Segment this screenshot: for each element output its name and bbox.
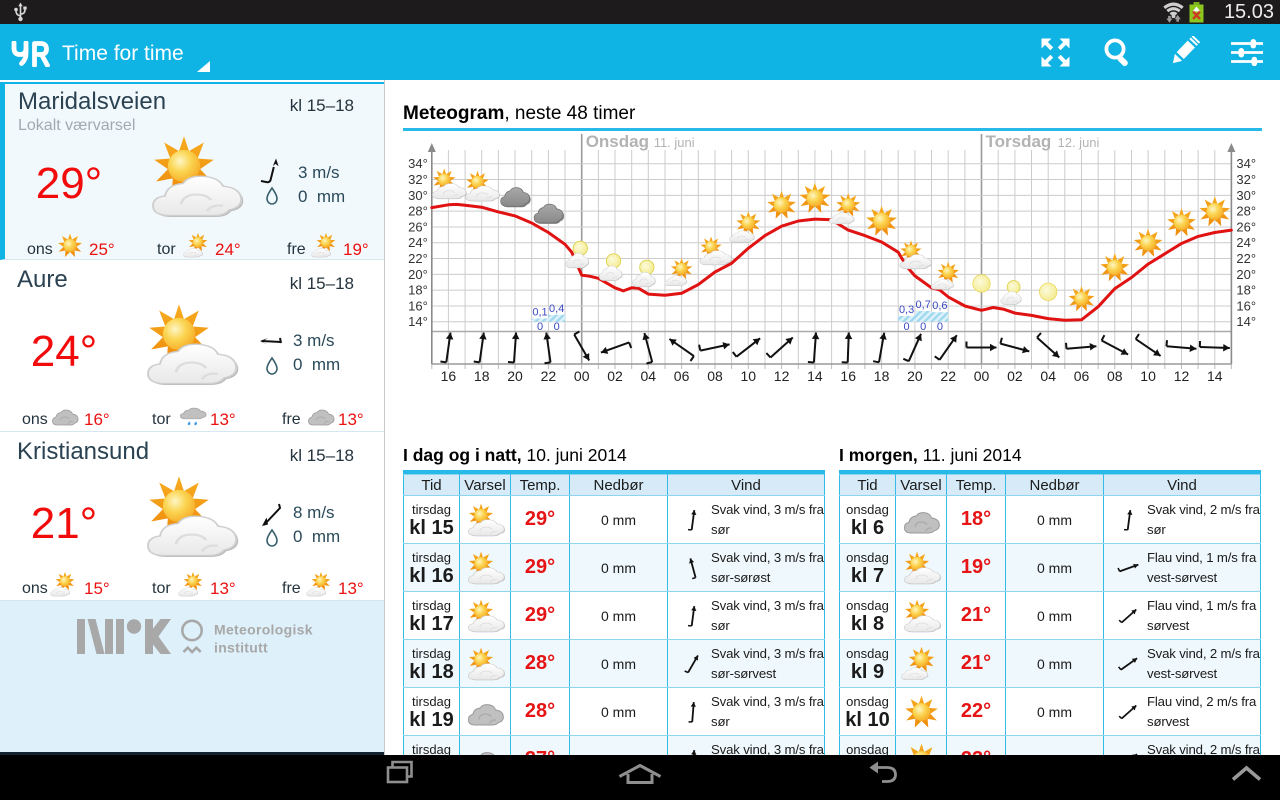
svg-text:18°: 18° xyxy=(1236,283,1256,298)
svg-text:0,3: 0,3 xyxy=(899,304,914,316)
svg-text:10: 10 xyxy=(741,368,757,384)
svg-text:0: 0 xyxy=(554,321,560,333)
svg-text:34°: 34° xyxy=(408,156,428,171)
svg-text:26°: 26° xyxy=(408,219,428,234)
svg-text:00: 00 xyxy=(574,368,590,384)
svg-text:10: 10 xyxy=(1140,368,1156,384)
svg-text:16: 16 xyxy=(441,368,457,384)
svg-text:0: 0 xyxy=(920,321,926,333)
svg-text:22: 22 xyxy=(541,368,557,384)
svg-text:22°: 22° xyxy=(1236,251,1256,266)
svg-text:14°: 14° xyxy=(408,314,428,329)
svg-text:0: 0 xyxy=(904,321,910,333)
svg-text:11. juni: 11. juni xyxy=(654,135,695,150)
svg-text:16: 16 xyxy=(840,368,856,384)
svg-text:16°: 16° xyxy=(408,299,428,314)
svg-text:08: 08 xyxy=(1107,368,1123,384)
svg-text:30°: 30° xyxy=(1236,188,1256,203)
svg-text:0,4: 0,4 xyxy=(549,303,564,315)
svg-text:28°: 28° xyxy=(1236,204,1256,219)
svg-text:20: 20 xyxy=(507,368,523,384)
svg-text:12: 12 xyxy=(774,368,790,384)
svg-text:12: 12 xyxy=(1174,368,1190,384)
svg-text:06: 06 xyxy=(674,368,690,384)
svg-text:18°: 18° xyxy=(408,283,428,298)
svg-text:Torsdag: Torsdag xyxy=(986,132,1052,151)
svg-text:14°: 14° xyxy=(1236,314,1256,329)
svg-text:04: 04 xyxy=(641,368,657,384)
svg-text:24°: 24° xyxy=(408,235,428,250)
svg-text:14: 14 xyxy=(1207,368,1223,384)
svg-text:00: 00 xyxy=(974,368,990,384)
svg-text:0,6: 0,6 xyxy=(932,300,947,312)
svg-text:06: 06 xyxy=(1074,368,1090,384)
svg-text:24°: 24° xyxy=(1236,235,1256,250)
svg-text:12. juni: 12. juni xyxy=(1058,135,1100,150)
svg-text:0: 0 xyxy=(537,321,543,333)
svg-text:18: 18 xyxy=(874,368,890,384)
svg-text:32°: 32° xyxy=(1236,172,1256,187)
svg-text:32°: 32° xyxy=(408,172,428,187)
svg-text:14: 14 xyxy=(807,368,823,384)
svg-text:22: 22 xyxy=(940,368,956,384)
svg-text:26°: 26° xyxy=(1236,219,1256,234)
svg-text:18: 18 xyxy=(474,368,490,384)
svg-text:20°: 20° xyxy=(1236,267,1256,282)
svg-text:20: 20 xyxy=(907,368,923,384)
svg-text:28°: 28° xyxy=(408,204,428,219)
svg-text:institutt: institutt xyxy=(214,640,268,656)
svg-text:16°: 16° xyxy=(1236,299,1256,314)
svg-text:0,1: 0,1 xyxy=(532,307,547,319)
svg-text:0,7: 0,7 xyxy=(916,299,931,311)
svg-text:04: 04 xyxy=(1040,368,1056,384)
svg-text:08: 08 xyxy=(707,368,723,384)
svg-text:34°: 34° xyxy=(1236,156,1256,171)
svg-text:Onsdag: Onsdag xyxy=(586,132,649,151)
svg-text:Meteorologisk: Meteorologisk xyxy=(214,622,313,638)
svg-text:22°: 22° xyxy=(408,251,428,266)
svg-text:02: 02 xyxy=(1007,368,1023,384)
svg-text:0: 0 xyxy=(937,321,943,333)
svg-text:20°: 20° xyxy=(408,267,428,282)
svg-text:30°: 30° xyxy=(408,188,428,203)
svg-text:02: 02 xyxy=(607,368,623,384)
